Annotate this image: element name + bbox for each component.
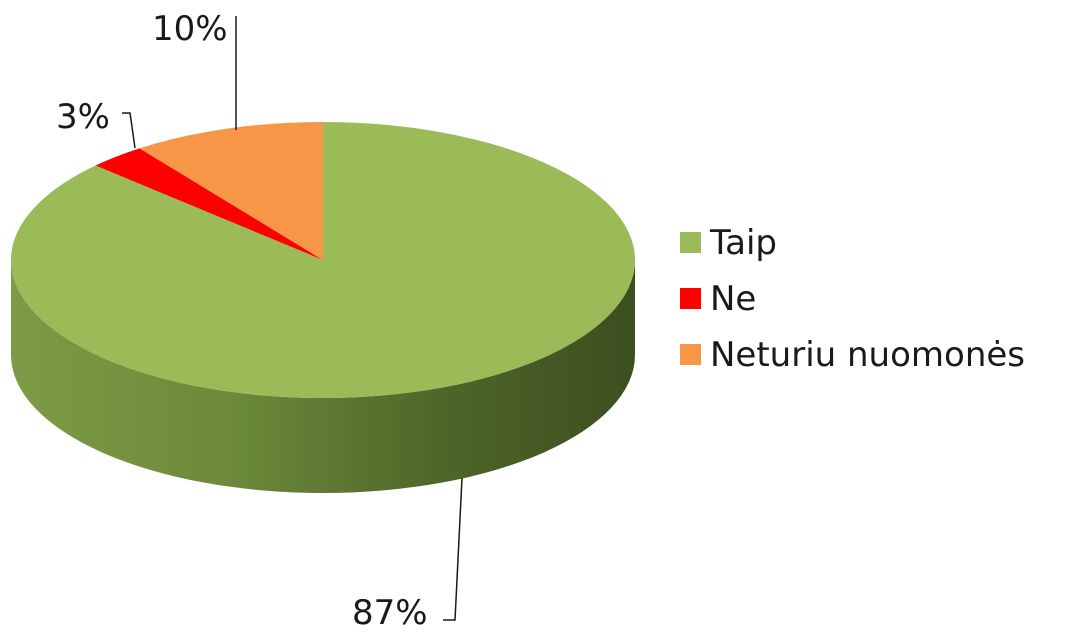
data-labels: 87% 3% 10%	[56, 9, 428, 633]
data-label-ne: 3%	[56, 97, 110, 137]
legend-label-ne: Ne	[710, 279, 756, 319]
legend: Taip Ne Neturiu nuomonės	[680, 223, 1025, 375]
pie-slice-neturiu	[139, 122, 323, 260]
pie-top	[10, 122, 636, 399]
legend-swatch-neturiu	[680, 344, 701, 365]
pie-slice-ne	[95, 148, 323, 260]
data-label-neturiu: 10%	[152, 9, 228, 49]
leader-line-taip	[443, 477, 463, 621]
leader-line-ne	[122, 112, 136, 149]
data-label-taip: 87%	[352, 593, 428, 629]
pie-side-wall	[11, 260, 635, 493]
legend-label-taip: Taip	[709, 223, 777, 263]
legend-label-neturiu: Neturiu nuomonės	[710, 335, 1025, 375]
leader-lines	[122, 16, 463, 621]
legend-swatch-ne	[680, 288, 701, 309]
pie-side	[11, 260, 635, 493]
legend-swatch-taip	[680, 232, 701, 253]
